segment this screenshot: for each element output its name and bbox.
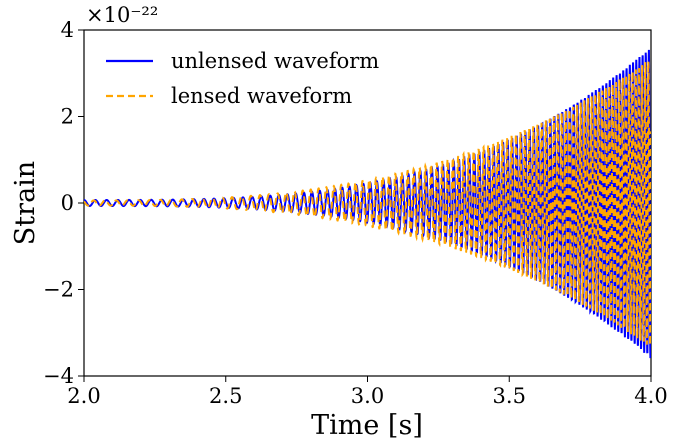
legend: unlensed waveform lensed waveform xyxy=(106,49,379,108)
y-tick-label: −4 xyxy=(43,364,74,388)
y-tick-label: 2 xyxy=(61,105,74,129)
y-tick-label: −2 xyxy=(43,278,74,302)
y-scale-exponent: ×10⁻²² xyxy=(86,3,158,27)
series-layer xyxy=(84,49,651,359)
x-tick-label: 2.0 xyxy=(67,384,100,408)
legend-label-unlensed: unlensed waveform xyxy=(171,49,379,73)
legend-label-lensed: lensed waveform xyxy=(171,84,352,108)
y-axis-ticks: 4 2 0 −2 −4 xyxy=(43,18,84,388)
x-axis-title: Time [s] xyxy=(311,410,423,441)
x-axis-ticks: 2.0 2.5 3.0 3.5 4.0 xyxy=(67,376,668,408)
x-tick-label: 4.0 xyxy=(634,384,667,408)
x-tick-label: 3.0 xyxy=(351,384,384,408)
x-tick-label: 3.5 xyxy=(493,384,526,408)
y-tick-label: 0 xyxy=(61,191,74,215)
series-line-lensed xyxy=(84,61,651,346)
y-tick-label: 4 xyxy=(61,18,74,42)
y-axis-title: Strain xyxy=(10,161,41,245)
x-tick-label: 2.5 xyxy=(209,384,242,408)
